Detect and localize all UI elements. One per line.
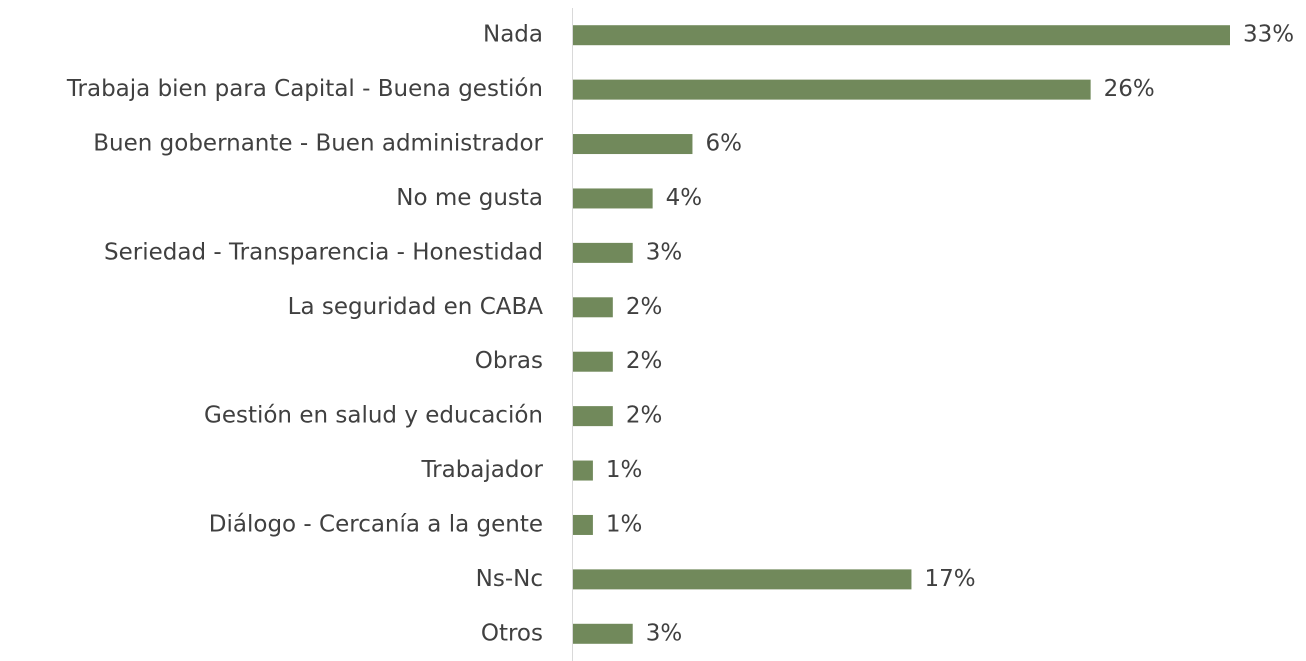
bar <box>573 351 613 372</box>
value-label: 1% <box>606 511 643 537</box>
value-label: 33% <box>1243 22 1294 48</box>
category-label: Ns-Nc <box>476 566 543 592</box>
value-label: 1% <box>606 457 643 483</box>
value-label: 26% <box>1104 76 1155 102</box>
bar <box>573 25 1230 46</box>
category-label: Obras <box>475 348 543 374</box>
category-label: Nada <box>483 22 543 48</box>
bar <box>573 188 653 209</box>
category-label: Diálogo - Cercanía a la gente <box>209 511 543 537</box>
value-label: 2% <box>626 294 663 320</box>
value-label: 6% <box>705 131 742 157</box>
value-label: 3% <box>646 239 683 265</box>
bar <box>573 623 633 644</box>
bar <box>573 79 1091 100</box>
bar <box>573 569 912 590</box>
value-label: 4% <box>666 185 703 211</box>
category-label: Seriedad - Transparencia - Honestidad <box>104 239 543 265</box>
bar <box>573 514 593 535</box>
value-label: 3% <box>646 620 683 646</box>
category-label: Gestión en salud y educación <box>204 403 543 429</box>
category-label: No me gusta <box>396 185 543 211</box>
category-label: La seguridad en CABA <box>288 294 544 320</box>
value-label: 2% <box>626 348 663 374</box>
value-label: 2% <box>626 403 663 429</box>
category-label: Otros <box>481 620 543 646</box>
bar <box>573 406 613 427</box>
bar <box>573 242 633 263</box>
category-label: Trabaja bien para Capital - Buena gestió… <box>66 76 543 102</box>
value-label: 17% <box>924 566 975 592</box>
category-label: Trabajador <box>420 457 543 483</box>
bar <box>573 297 613 318</box>
bar <box>573 460 593 481</box>
category-label: Buen gobernante - Buen administrador <box>93 131 543 157</box>
bar <box>573 134 693 155</box>
